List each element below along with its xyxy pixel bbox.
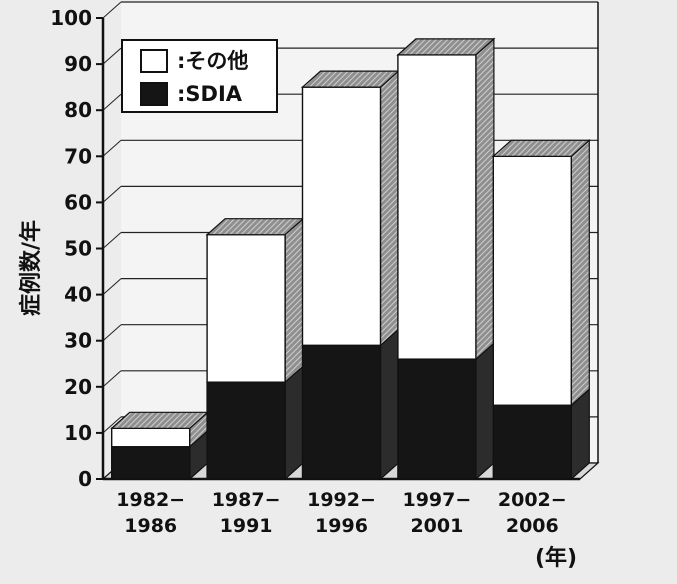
gridline-side <box>102 232 122 249</box>
gridline-side <box>102 324 122 342</box>
bar-top <box>300 70 401 88</box>
legend-swatch-other <box>140 49 168 73</box>
x-tick-label: 1992− 1996 <box>307 489 376 537</box>
legend-swatch-sdia <box>140 82 168 106</box>
bar-side-other <box>379 69 400 347</box>
bar-top <box>110 411 210 429</box>
y-tick-label: 70 <box>64 144 92 168</box>
y-tick-label: 0 <box>78 467 92 491</box>
y-tick-label: 50 <box>64 237 92 261</box>
gridline-side <box>102 186 122 203</box>
x-tick-label: 1987− 1991 <box>212 489 281 537</box>
bar-top <box>205 218 305 236</box>
gridline-side <box>102 1 122 19</box>
legend: :その他 :SDIA <box>121 39 278 113</box>
bar-segment-other <box>492 155 572 406</box>
y-tick-label: 90 <box>64 52 92 76</box>
label-layer: 0 10 20 30 40 50 60 70 80 90 100 1982− 1986 1987− 1991… <box>50 6 566 537</box>
y-tick-label: 40 <box>64 283 92 307</box>
bar-side-sdia <box>475 341 495 481</box>
legend-label-sdia: :SDIA <box>177 82 243 106</box>
y-tick-label: 60 <box>64 190 92 214</box>
gridline-side <box>102 47 122 65</box>
legend-label-other: :その他 <box>177 49 248 73</box>
bar-segment-sdia <box>301 344 382 480</box>
bar-side-other <box>284 217 304 384</box>
bar-layer <box>110 37 591 481</box>
bar-segment-other <box>397 54 477 360</box>
y-tick-label: 10 <box>64 421 92 445</box>
x-tick-label: 2002− 2006 <box>498 489 567 537</box>
bar-top <box>491 139 591 157</box>
bar-segment-sdia <box>397 358 477 480</box>
bar-side-sdia <box>379 327 400 481</box>
bar-segment-other <box>301 86 382 347</box>
gridline-side <box>102 278 122 295</box>
gridline-side <box>102 93 122 111</box>
bar-side-other <box>475 37 495 361</box>
bar-top <box>396 38 496 56</box>
gridline-side <box>102 416 122 434</box>
x-axis-unit: (年) <box>535 545 577 571</box>
bar-segment-sdia <box>110 446 191 480</box>
x-tick-label: 1997− 2001 <box>402 489 471 537</box>
bar-segment-sdia <box>206 381 286 480</box>
x-tick-label: 1982− 1986 <box>116 489 185 537</box>
bar-segment-other <box>206 233 286 383</box>
gridline-side <box>102 370 122 388</box>
gridline-side <box>102 139 122 157</box>
y-tick-label: 20 <box>64 375 92 399</box>
y-tick-label: 30 <box>64 329 92 353</box>
y-axis-title: 症例数/年 <box>18 220 44 316</box>
bar-side-sdia <box>284 364 304 481</box>
bar-segment-sdia <box>492 404 572 480</box>
y-tick-label: 100 <box>50 6 92 30</box>
bar-segment-other <box>110 427 191 448</box>
y-tick-label: 80 <box>64 98 92 122</box>
bar-side-other <box>570 138 590 407</box>
